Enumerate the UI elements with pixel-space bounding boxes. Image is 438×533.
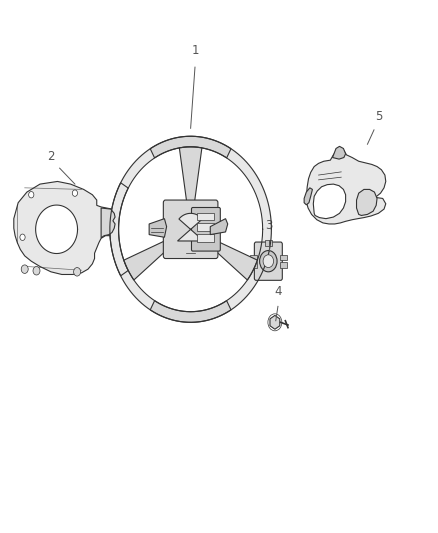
Bar — [280, 262, 287, 268]
Text: 3: 3 — [265, 219, 273, 232]
Circle shape — [21, 265, 28, 273]
Polygon shape — [179, 147, 202, 208]
Bar — [197, 213, 214, 220]
Polygon shape — [110, 183, 128, 276]
Polygon shape — [101, 208, 115, 238]
Circle shape — [20, 234, 25, 240]
Text: 2: 2 — [47, 150, 55, 163]
Polygon shape — [110, 136, 272, 322]
FancyBboxPatch shape — [163, 200, 218, 259]
Text: 4: 4 — [274, 285, 282, 298]
Circle shape — [28, 191, 34, 198]
Polygon shape — [119, 147, 263, 312]
Circle shape — [33, 266, 40, 275]
Polygon shape — [270, 316, 280, 329]
Bar — [250, 262, 257, 268]
FancyBboxPatch shape — [191, 207, 220, 251]
Bar — [250, 255, 257, 260]
Circle shape — [74, 268, 81, 276]
Polygon shape — [210, 219, 228, 235]
FancyBboxPatch shape — [254, 242, 283, 280]
Polygon shape — [35, 205, 78, 254]
Polygon shape — [304, 188, 312, 205]
Polygon shape — [124, 237, 175, 280]
Bar — [197, 234, 214, 241]
Polygon shape — [332, 147, 346, 159]
Circle shape — [72, 190, 78, 196]
Text: 5: 5 — [374, 110, 382, 123]
Text: 1: 1 — [191, 44, 199, 56]
Polygon shape — [357, 189, 377, 215]
Polygon shape — [313, 184, 346, 219]
Polygon shape — [150, 301, 231, 322]
Bar — [265, 240, 272, 246]
Circle shape — [263, 255, 274, 268]
Polygon shape — [306, 150, 386, 224]
Bar — [197, 223, 214, 231]
Polygon shape — [206, 237, 258, 280]
Polygon shape — [149, 219, 166, 237]
Bar — [280, 255, 287, 260]
Polygon shape — [14, 181, 117, 274]
Polygon shape — [150, 136, 231, 158]
Circle shape — [260, 251, 277, 272]
Polygon shape — [177, 213, 204, 241]
